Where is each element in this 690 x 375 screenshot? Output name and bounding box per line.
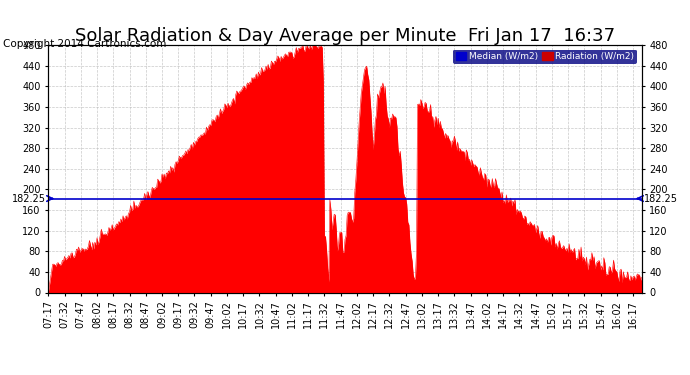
Text: 182.25: 182.25 bbox=[644, 194, 678, 204]
Title: Solar Radiation & Day Average per Minute  Fri Jan 17  16:37: Solar Radiation & Day Average per Minute… bbox=[75, 27, 615, 45]
Text: Copyright 2014 Cartronics.com: Copyright 2014 Cartronics.com bbox=[3, 39, 167, 50]
Legend: Median (W/m2), Radiation (W/m2): Median (W/m2), Radiation (W/m2) bbox=[453, 50, 637, 64]
Text: 182.25: 182.25 bbox=[12, 194, 46, 204]
